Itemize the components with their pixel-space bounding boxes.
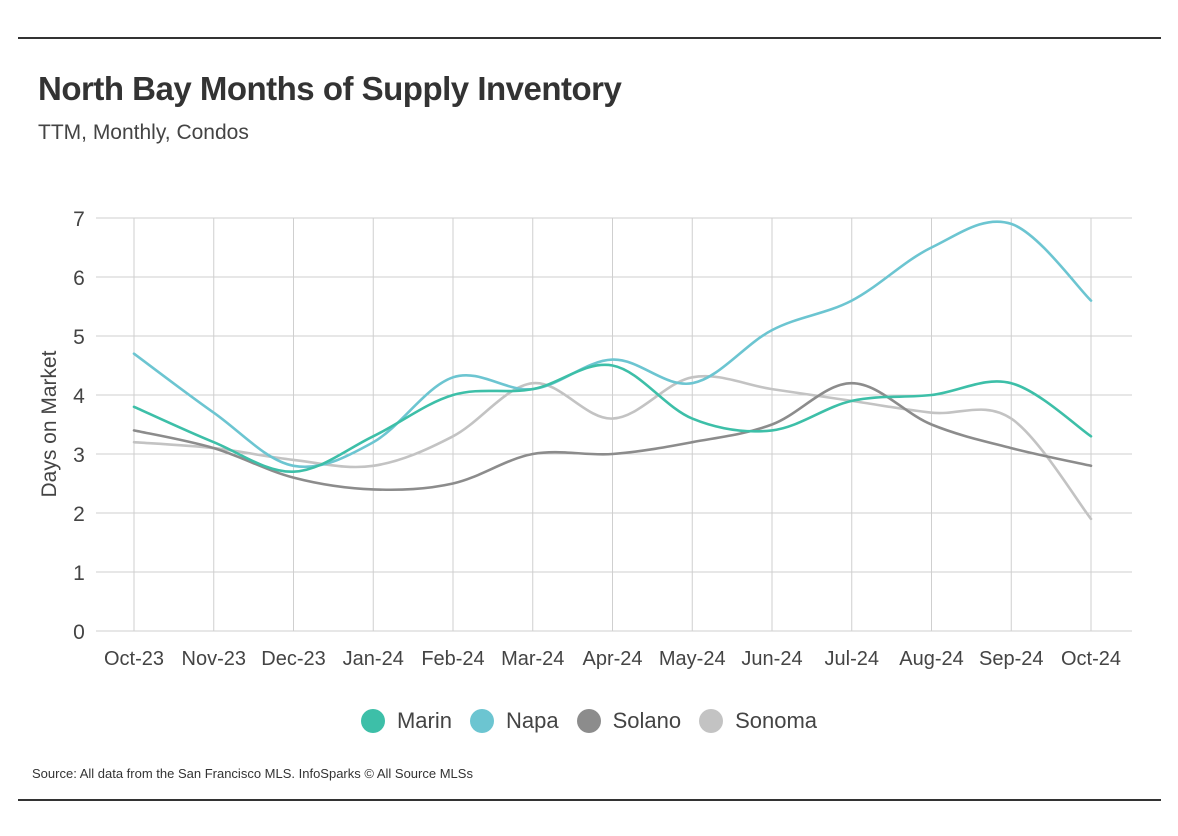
line-chart: 0 1 2 3 4 5 6 7 Oct-23 Nov-23 Dec-23 Jan-24 Feb-24 M… (38, 208, 1132, 670)
y-tick-label: 1 (73, 562, 85, 585)
x-tick-label: Nov-23 (182, 648, 246, 670)
legend-item-solano: Solano (576, 708, 682, 734)
legend: Marin Napa Solano Sonoma (0, 708, 1178, 734)
y-axis-label: Days on Market (38, 350, 61, 497)
series-lines (132, 220, 1093, 521)
y-tick-label: 7 (73, 208, 85, 231)
y-tick-label: 0 (73, 621, 85, 644)
x-tick-label: Apr-24 (582, 648, 642, 670)
x-tick-label: Mar-24 (501, 648, 564, 670)
series-line-napa (132, 220, 1093, 469)
x-tick-label: Sep-24 (979, 648, 1044, 670)
series-line-sonoma (132, 374, 1093, 521)
legend-swatch-napa (469, 709, 494, 733)
legend-label-solano: Solano (612, 708, 682, 733)
legend-item-marin: Marin (360, 708, 452, 734)
legend-item-napa: Napa (469, 708, 559, 734)
legend-swatch-sonoma (699, 709, 724, 733)
series-line-solano (132, 381, 1093, 492)
x-tick-label: May-24 (659, 648, 726, 670)
y-tick-label: 6 (73, 267, 85, 290)
legend-label-napa: Napa (505, 708, 559, 733)
y-tick-label: 5 (73, 326, 85, 349)
y-tick-label: 2 (73, 503, 85, 526)
legend-label-marin: Marin (396, 708, 452, 733)
source-note: Source: All data from the San Francisco … (32, 766, 473, 781)
series-line-marin (132, 363, 1093, 474)
chart-subtitle: TTM, Monthly, Condos (38, 121, 249, 144)
y-tick-label: 4 (73, 385, 85, 408)
x-tick-labels: Oct-23 Nov-23 Dec-23 Jan-24 Feb-24 Mar-24 Apr-… (104, 648, 1121, 670)
x-tick-label: Feb-24 (421, 648, 484, 670)
legend-swatch-solano (576, 709, 601, 733)
y-tick-label: 3 (73, 444, 85, 467)
x-tick-label: Oct-23 (104, 648, 164, 670)
x-tick-label: Jun-24 (741, 648, 802, 670)
legend-swatch-marin (360, 709, 385, 733)
bottom-rule (18, 799, 1161, 801)
x-tick-label: Aug-24 (899, 648, 964, 670)
x-tick-label: Dec-23 (261, 648, 325, 670)
legend-label-sonoma: Sonoma (735, 708, 818, 733)
chart-title: North Bay Months of Supply Inventory (38, 70, 622, 107)
x-tick-label: Jul-24 (825, 648, 879, 670)
legend-item-sonoma: Sonoma (699, 708, 817, 734)
x-tick-label: Oct-24 (1061, 648, 1121, 670)
x-tick-label: Jan-24 (343, 648, 404, 670)
top-rule (18, 37, 1161, 39)
grid (96, 217, 1132, 632)
y-tick-labels: 0 1 2 3 4 5 6 7 (73, 208, 85, 644)
